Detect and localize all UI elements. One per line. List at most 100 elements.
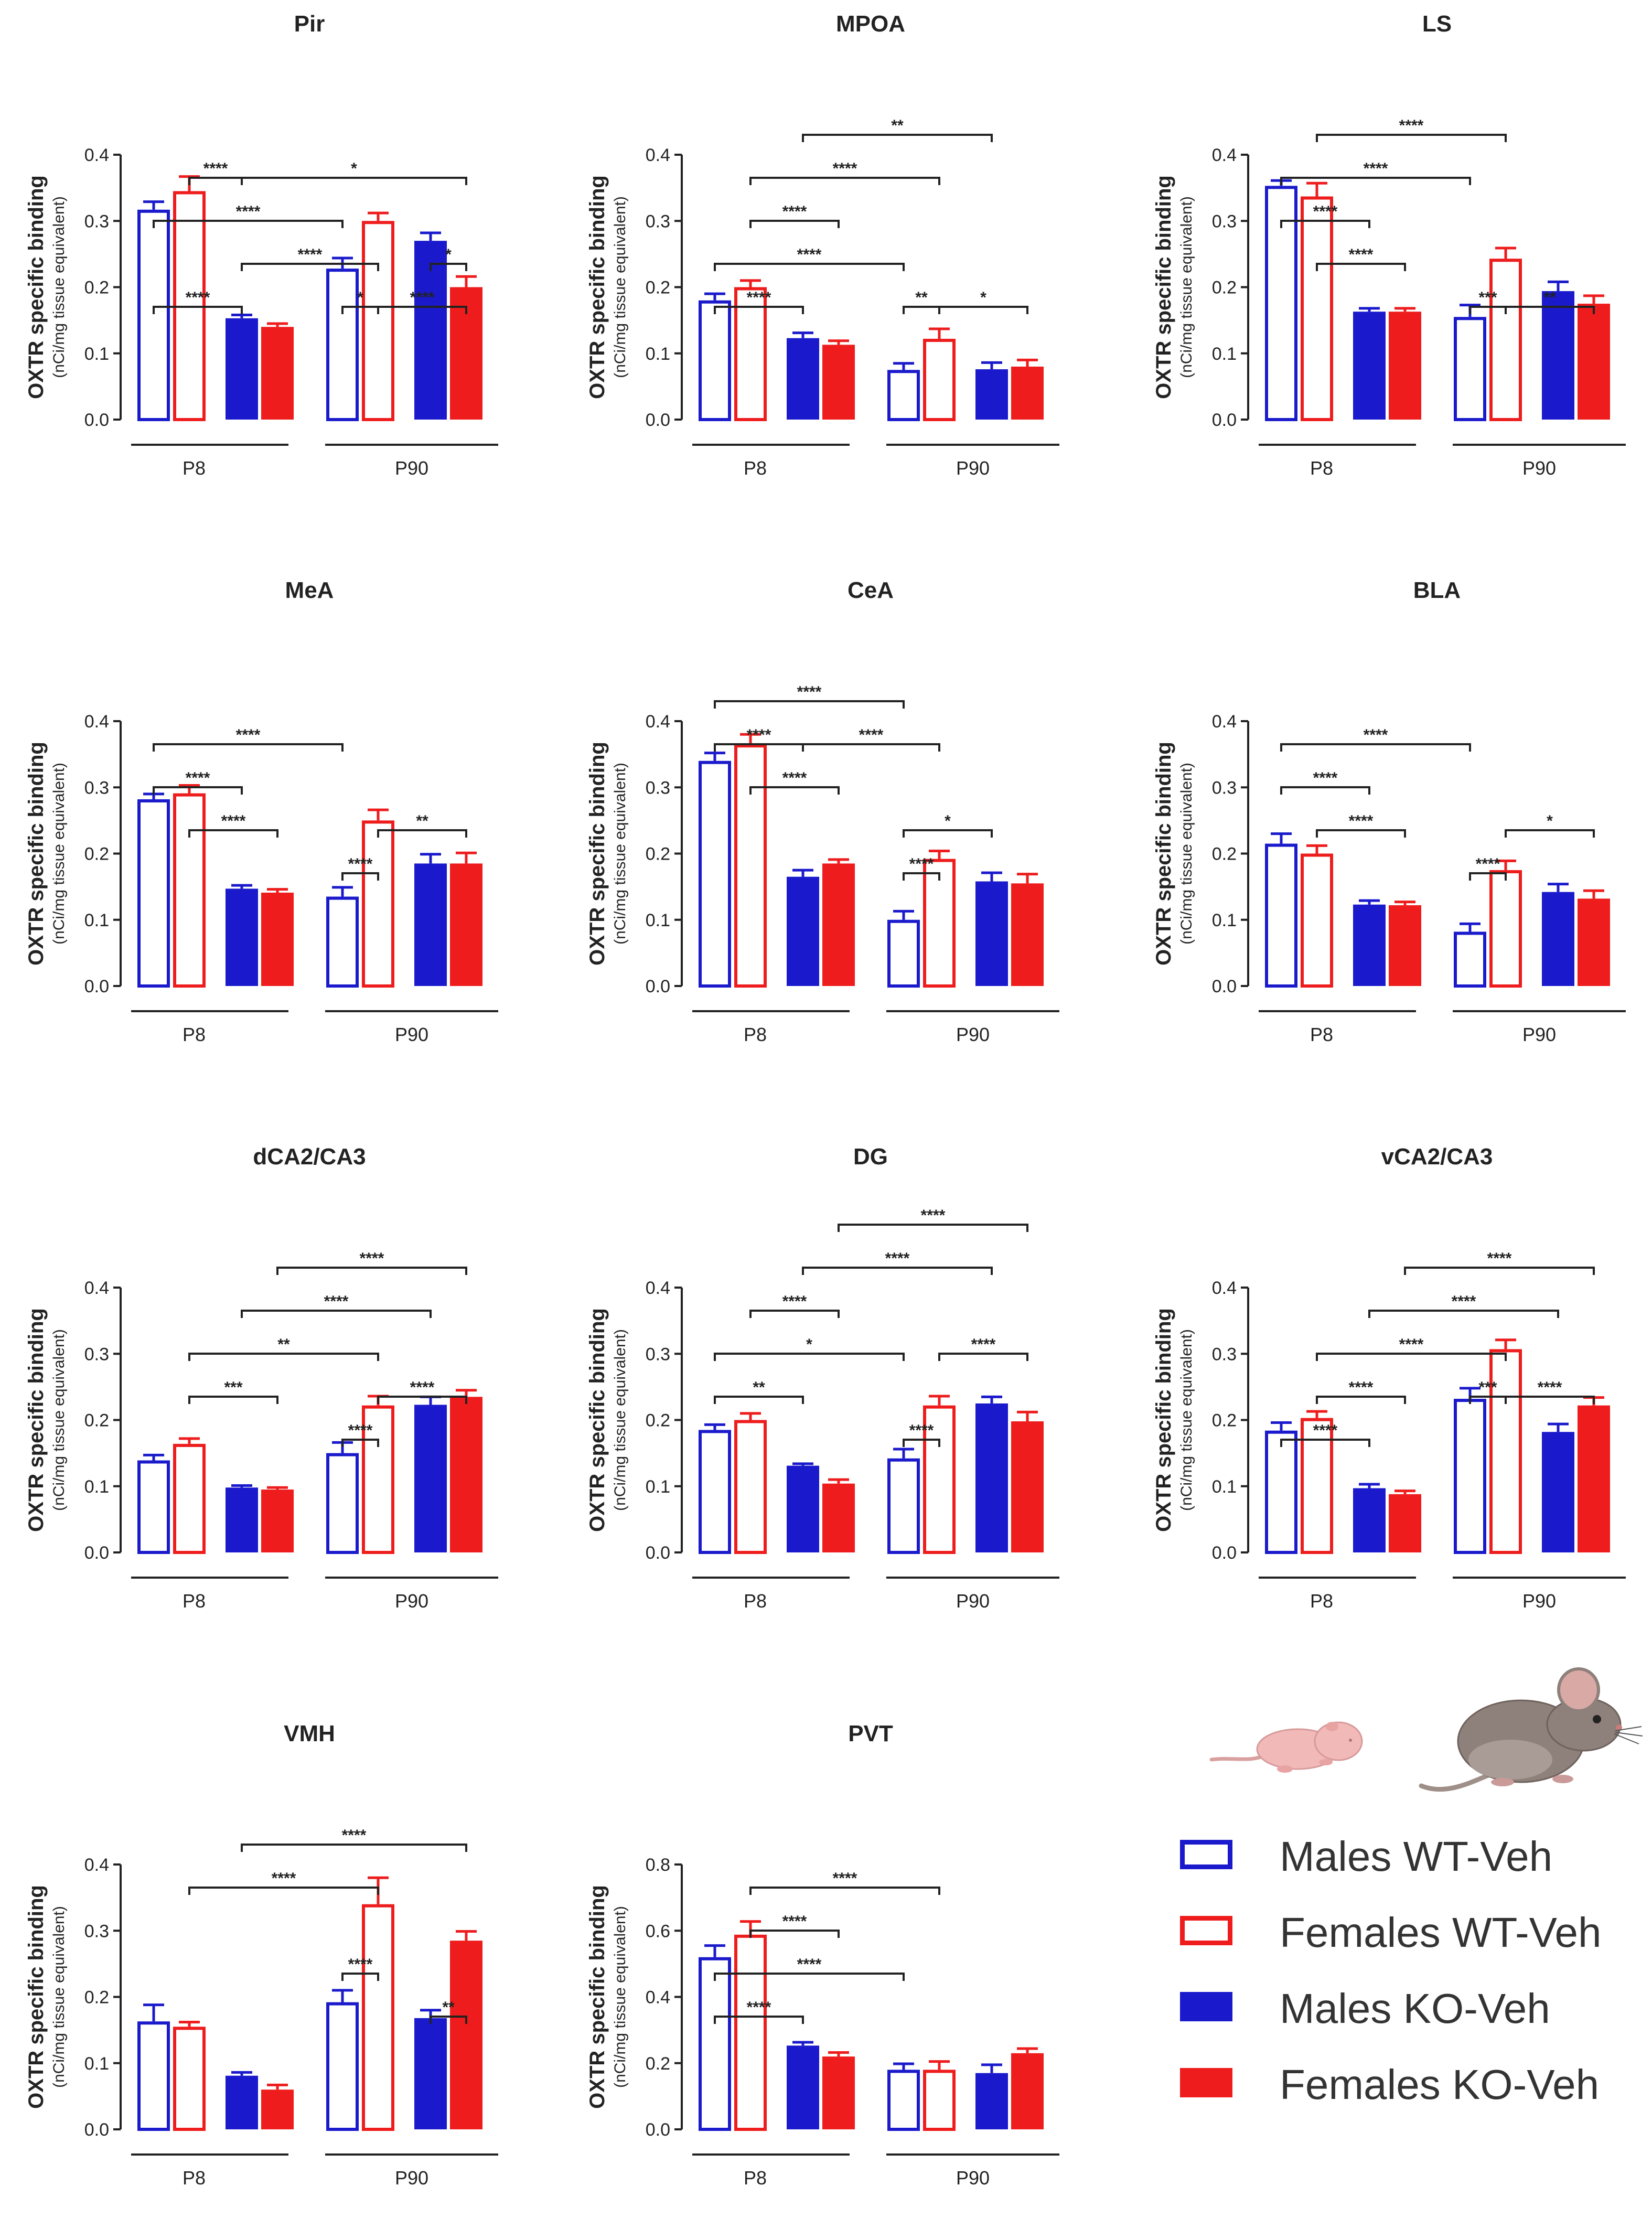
significance-bracket: **** — [1368, 1293, 1559, 1318]
group-label: P8 — [1310, 457, 1333, 479]
significance-bracket: **** — [1469, 855, 1507, 881]
bracket-line — [188, 1887, 379, 1895]
bracket-line — [802, 134, 993, 142]
bracket-line — [188, 1396, 278, 1404]
significance-bracket: ** — [903, 289, 940, 314]
y-axis-label: OXTR specific binding — [1152, 175, 1175, 399]
legend-item: Females KO-Veh — [1180, 2053, 1642, 2116]
y-tick-label: 0.2 — [1212, 278, 1237, 298]
bracket-line — [714, 263, 905, 271]
significance-bracket: **** — [153, 769, 243, 795]
bar-females-wt-veh-p8 — [734, 1934, 767, 2131]
bracket-line — [714, 1396, 804, 1404]
significance-label: **** — [833, 160, 857, 177]
bar-females-wt-veh-p8 — [1301, 196, 1333, 421]
bar-females-ko-veh-p8 — [261, 1489, 294, 1552]
bracket-line — [1505, 829, 1595, 838]
bar-males-wt-veh-p90 — [326, 896, 359, 988]
y-tick-label: 0.3 — [84, 1921, 109, 1941]
bar-males-wt-veh-p8 — [1265, 1430, 1297, 1555]
significance-label: **** — [859, 726, 884, 744]
group-label: P8 — [1310, 1024, 1333, 1045]
bar-females-wt-veh-p90 — [362, 1904, 394, 2131]
significance-label: **** — [782, 203, 807, 220]
significance-label: **** — [1313, 769, 1338, 787]
y-tick-label: 0.1 — [84, 2054, 109, 2074]
bracket-line — [903, 872, 940, 881]
y-tick-label: 0.2 — [84, 844, 109, 864]
significance-bracket: **** — [1280, 203, 1370, 228]
bar-females-wt-veh-p8 — [734, 1420, 767, 1554]
y-axis-unit: (nCi/mg tissue equivalent) — [1178, 1329, 1195, 1511]
bar-females-wt-veh-p90 — [1489, 259, 1522, 421]
bracket-line — [749, 177, 940, 185]
bar-females-wt-veh-p8 — [173, 793, 206, 988]
chart-svg: MeA 0.0 0.1 0.2 0.3 0.4 OXTR specific binding(… — [25, 577, 498, 1045]
significance-bracket: **** — [714, 726, 804, 752]
bar-males-ko-veh-p8 — [226, 318, 258, 420]
significance-label: **** — [885, 1250, 910, 1267]
bracket-line — [838, 1224, 1028, 1232]
y-axis-label: OXTR specific binding — [586, 1308, 609, 1532]
y-tick-label: 0.4 — [646, 712, 670, 732]
bar-females-wt-veh-p90 — [923, 859, 956, 988]
bracket-line — [377, 1396, 467, 1404]
chart-title: PVT — [848, 1721, 893, 1746]
significance-bracket: **** — [1316, 1379, 1406, 1404]
significance-label: **** — [236, 203, 261, 220]
y-tick-label: 0.0 — [646, 977, 670, 996]
significance-bracket: **** — [153, 726, 344, 752]
significance-label: **** — [909, 1422, 934, 1439]
mouse-illustration-svg — [1209, 1667, 1643, 1792]
y-tick-label: 0.3 — [84, 1344, 109, 1364]
y-tick-label: 0.0 — [1212, 1543, 1237, 1563]
y-tick-label: 0.2 — [1212, 1411, 1237, 1431]
y-axis-unit: (nCi/mg tissue equivalent) — [612, 763, 629, 945]
significance-label: **** — [747, 289, 771, 306]
significance-label: **** — [782, 769, 807, 787]
significance-label: ** — [1543, 289, 1556, 306]
bar-females-wt-veh-p8 — [734, 287, 767, 421]
bar-females-wt-veh-p90 — [362, 1405, 394, 1554]
bar-females-ko-veh-p8 — [822, 2056, 855, 2129]
bracket-line — [241, 177, 467, 185]
significance-bracket: **** — [802, 1250, 993, 1275]
y-tick-label: 0.0 — [646, 410, 670, 430]
bracket-line — [1280, 743, 1471, 752]
significance-bracket: **** — [188, 812, 278, 838]
bracket-line — [341, 1973, 379, 1981]
bracket-line — [714, 1353, 905, 1361]
bar-females-ko-veh-p8 — [261, 327, 294, 420]
chart-title: MPOA — [836, 11, 905, 37]
y-tick-label: 0.1 — [84, 910, 109, 930]
group-label: P90 — [956, 2167, 990, 2189]
chart-svg: PVT 0.0 0.2 0.4 0.6 0.8 OXTR specific binding(… — [586, 1721, 1059, 2189]
significance-label: * — [357, 289, 363, 306]
bracket-line — [153, 786, 243, 795]
significance-label: *** — [1478, 289, 1497, 306]
bracket-line — [749, 1930, 840, 1938]
significance-bracket: **** — [749, 1870, 940, 1895]
y-tick-label: 0.1 — [1212, 910, 1237, 930]
bar-males-ko-veh-p90 — [1542, 892, 1574, 986]
bar-females-ko-veh-p90 — [1011, 883, 1044, 986]
significance-label: **** — [1313, 1422, 1338, 1439]
group-label: P8 — [183, 1024, 206, 1045]
bar-males-ko-veh-p8 — [226, 2075, 258, 2129]
bracket-line — [903, 306, 940, 314]
significance-label: **** — [360, 1250, 384, 1267]
bracket-line — [241, 1844, 467, 1852]
significance-bracket: **** — [714, 683, 905, 709]
significance-label: **** — [833, 1870, 857, 1887]
significance-label: ** — [442, 1999, 455, 2016]
y-axis-label: OXTR specific binding — [25, 1885, 48, 2109]
significance-bracket: ** — [802, 117, 993, 142]
chart-panel-vmh: VMH 0.0 0.1 0.2 0.3 0.4 OXTR specific binding(… — [16, 1710, 540, 2229]
significance-bracket: **** — [1280, 769, 1370, 795]
significance-label: **** — [1538, 1379, 1562, 1396]
bar-males-wt-veh-p90 — [887, 1458, 920, 1554]
bar-males-wt-veh-p90 — [887, 919, 920, 988]
chart-panel-cea: CeA 0.0 0.1 0.2 0.3 0.4 OXTR specific binding(… — [577, 566, 1101, 1086]
significance-bracket: *** — [1469, 289, 1507, 314]
